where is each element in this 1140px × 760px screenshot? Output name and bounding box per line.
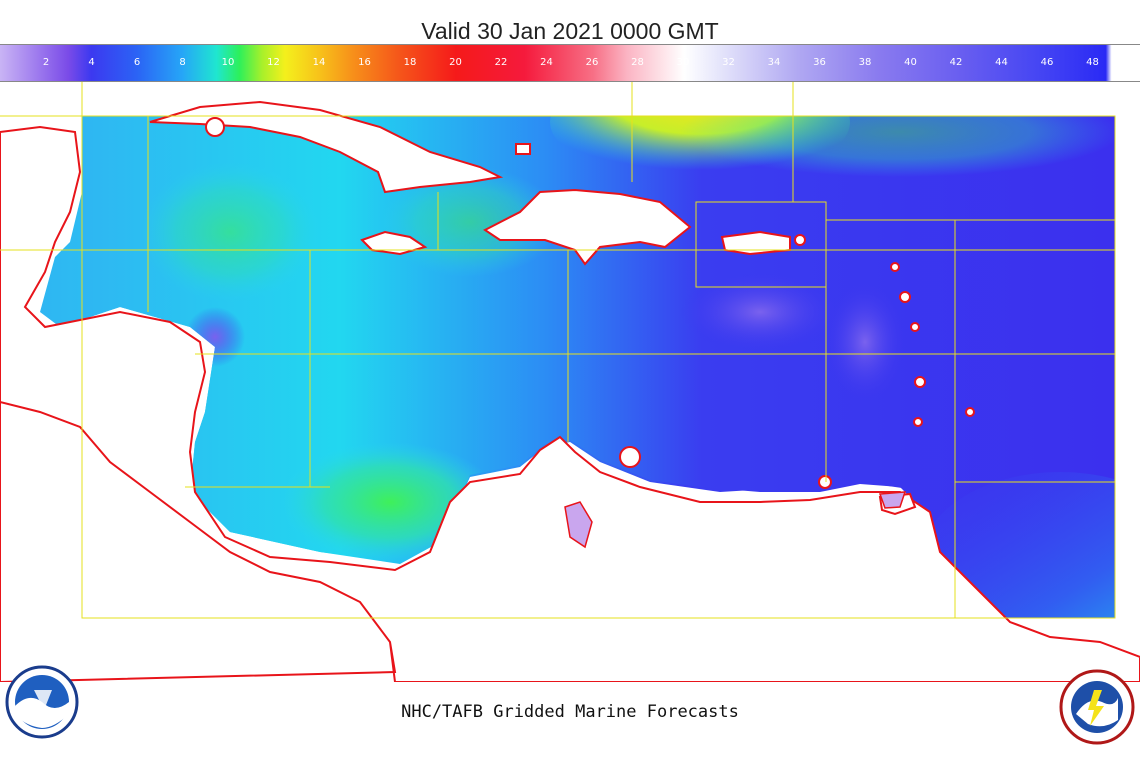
colorbar-tick-label: 48 <box>1086 57 1099 68</box>
colorbar-tick-label: 44 <box>995 57 1008 68</box>
colorbar-tick-label: 4 <box>88 57 95 68</box>
colorbar-tick-label: 30 <box>676 57 690 68</box>
colorbar-tick-label: 16 <box>358 57 371 68</box>
shallow-banks <box>564 491 907 549</box>
colorbar-tick-label: 24 <box>540 57 553 68</box>
nws-logo <box>1059 669 1135 745</box>
map-title: Valid 30 Jan 2021 0000 GMT <box>421 18 719 44</box>
colorbar-tick-label: 20 <box>449 57 462 68</box>
colorbar-tick-label: 38 <box>858 57 872 68</box>
colorbar-tick-label: 34 <box>767 57 781 68</box>
colorbar-tick-label: 8 <box>179 57 186 68</box>
colorbar-tick-label: 32 <box>722 57 735 68</box>
color-scale-legend: 2 4 6 8 10 12 14 16 18 20 22 24 26 28 30 32 34 36 38 40 42 44… <box>0 44 1140 82</box>
colorbar-tick-label: 14 <box>312 57 326 68</box>
colorbar-tick-label: 36 <box>813 57 826 68</box>
colorbar-tick-label: 46 <box>1040 57 1054 68</box>
colorbar-tick-label: 6 <box>133 57 141 68</box>
hispaniola <box>483 188 692 266</box>
colorbar-tick-label: 12 <box>267 57 280 68</box>
marine-forecast-map <box>0 82 1140 682</box>
puerto-rico <box>720 230 791 256</box>
central-america-coast <box>0 125 1140 682</box>
colorbar-tick-label: 10 <box>221 57 235 68</box>
colorbar-tick-label: 2 <box>42 57 50 68</box>
small-islands <box>205 117 975 489</box>
land-masses <box>0 100 1140 682</box>
colorbar-tick-label: 22 <box>494 57 508 68</box>
noaa-logo <box>5 665 79 739</box>
colorbar-tick-label: 40 <box>904 57 917 68</box>
colorbar-tick-label: 28 <box>631 57 644 68</box>
map-caption: NHC/TAFB Gridded Marine Forecasts <box>401 702 739 722</box>
colorbar-tick-label: 42 <box>949 57 963 68</box>
colorbar-tick-label: 18 <box>403 57 417 68</box>
forecast-zone-lines <box>0 82 1116 619</box>
colorbar-tick-label: 26 <box>585 57 599 68</box>
cuba <box>149 100 504 194</box>
